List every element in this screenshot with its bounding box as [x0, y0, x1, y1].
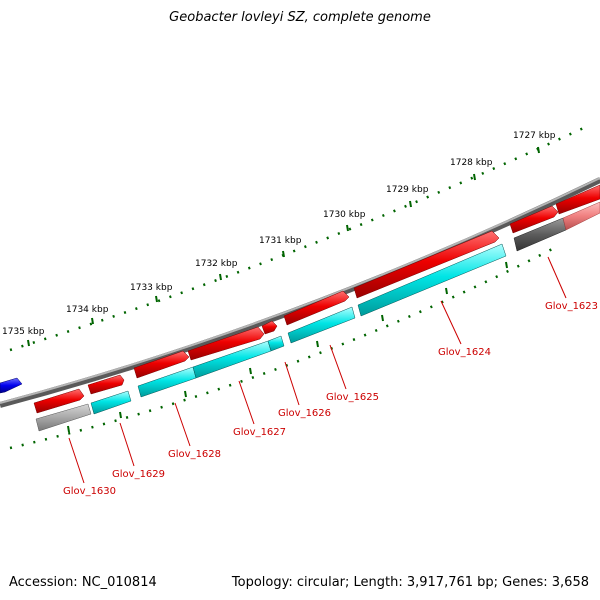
cds-arrow-1623	[509, 205, 559, 234]
tick-label-1729: 1729 kbp	[386, 185, 429, 195]
backbone-highlight	[0, 177, 600, 404]
tick-label-1734: 1734 kbp	[66, 305, 109, 315]
gene-label-1628[interactable]: Glov_1628	[168, 449, 221, 460]
gene-bar-1630	[35, 403, 92, 432]
gene-bar-next	[562, 201, 600, 231]
leader-1628	[174, 402, 191, 447]
leader-1627	[238, 380, 255, 425]
genome-summary-text: Topology: circular; Length: 3,917,761 bp…	[231, 575, 589, 590]
leader-1626	[284, 361, 300, 406]
cds-arrow-1627	[187, 326, 265, 361]
gene-track	[35, 201, 600, 432]
tick-label-1727: 1727 kbp	[513, 131, 556, 141]
gene-bar-1629	[90, 390, 132, 415]
blue-feature	[0, 377, 23, 394]
tick-label-1732: 1732 kbp	[195, 259, 238, 269]
gene-bar-1626	[267, 335, 285, 352]
gene-bar-1625	[287, 306, 356, 344]
leader-1623	[547, 256, 567, 299]
cds-arrow-1625	[283, 290, 350, 326]
genome-backbone	[0, 177, 600, 408]
map-title: Geobacter lovleyi SZ, complete genome	[169, 10, 431, 25]
tick-label-1735: 1735 kbp	[2, 327, 45, 337]
cds-arrow-1626	[261, 320, 278, 335]
gene-label-1623[interactable]: Glov_1623	[545, 301, 598, 312]
cds-arrow-1629	[87, 374, 125, 395]
cds-arrow-1624	[353, 230, 500, 299]
accession-text: Accession: NC_010814	[9, 575, 157, 590]
inner-tick-ring	[9, 243, 561, 450]
cds-arrow-1630	[33, 388, 85, 414]
gene-label-1627[interactable]: Glov_1627	[233, 427, 286, 438]
leader-1630	[68, 437, 85, 484]
gene-label-1625[interactable]: Glov_1625	[326, 392, 379, 403]
tick-label-1731: 1731 kbp	[259, 236, 302, 246]
cds-arrow-next	[555, 184, 600, 215]
gene-bar-1624	[357, 243, 507, 317]
cds-track	[33, 184, 600, 414]
tick-label-1733: 1733 kbp	[130, 283, 173, 293]
gene-label-1630[interactable]: Glov_1630	[63, 486, 116, 497]
gene-label-1626[interactable]: Glov_1626	[278, 408, 331, 419]
leader-1629	[119, 422, 135, 467]
tick-label-1730: 1730 kbp	[323, 210, 366, 220]
outer-major-ticks	[27, 146, 540, 347]
gene-label-1624[interactable]: Glov_1624	[438, 347, 491, 358]
cds-arrow-1628	[133, 350, 190, 379]
outer-tick-ring	[9, 123, 591, 352]
gene-label-1629[interactable]: Glov_1629	[112, 469, 165, 480]
tick-label-1728: 1728 kbp	[450, 158, 493, 168]
leader-1625	[329, 344, 347, 390]
leader-1624	[440, 300, 462, 345]
gene-labels	[68, 256, 567, 484]
inner-major-ticks	[67, 261, 508, 433]
